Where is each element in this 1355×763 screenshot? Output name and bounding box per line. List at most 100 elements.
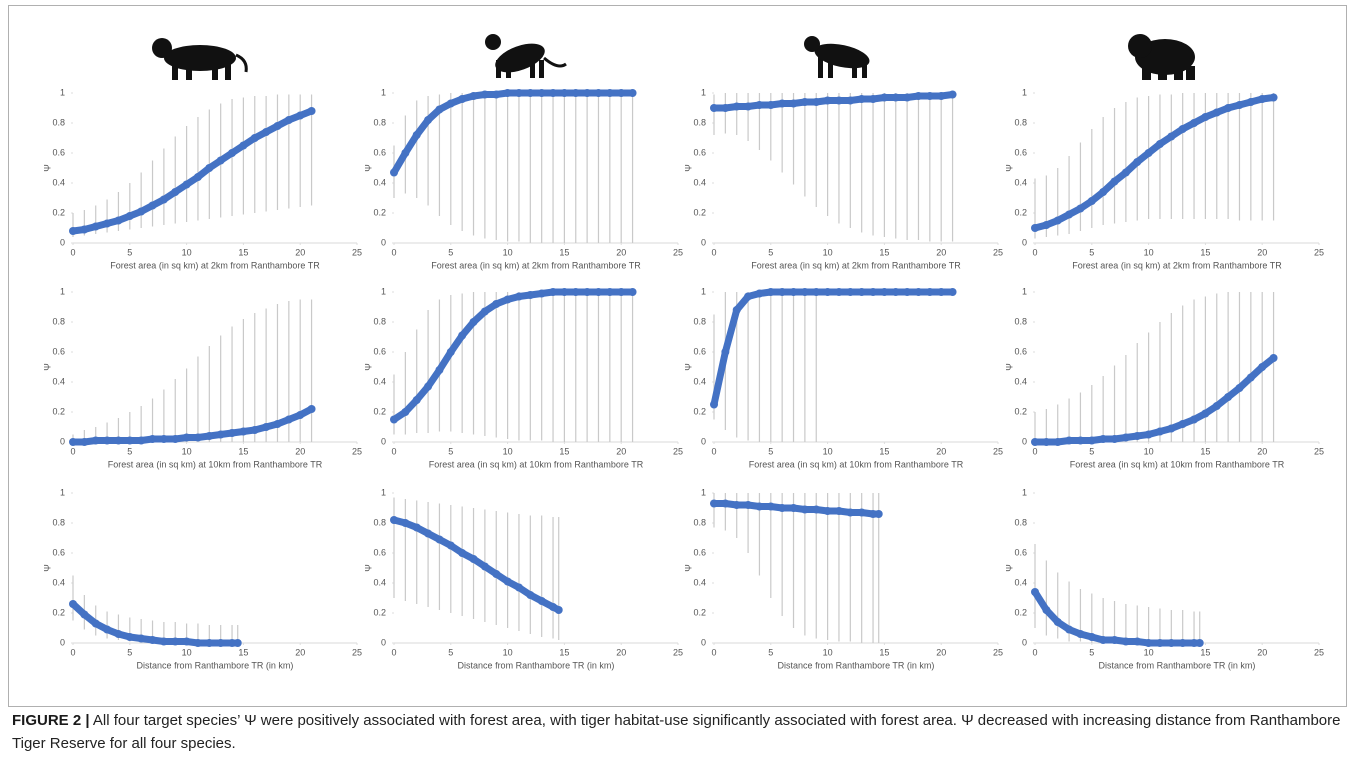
point <box>790 100 798 108</box>
y-tick-label: 0.6 <box>1014 147 1027 157</box>
point <box>733 501 741 509</box>
x-tick-label: 10 <box>503 446 513 456</box>
y-tick-label: 1 <box>60 487 65 497</box>
point <box>1190 119 1198 127</box>
point <box>504 89 512 97</box>
y-tick-label: 1 <box>1022 286 1027 296</box>
x-tick-label: 20 <box>616 247 626 257</box>
point <box>1179 420 1187 428</box>
point <box>515 89 523 97</box>
point <box>869 288 877 296</box>
point <box>1122 638 1130 646</box>
trend-line <box>1035 98 1274 229</box>
point <box>1133 638 1141 646</box>
x-tick-label: 15 <box>238 647 248 657</box>
point <box>594 288 602 296</box>
x-tick-label: 25 <box>1314 446 1324 456</box>
point <box>401 149 409 157</box>
point <box>710 500 718 508</box>
y-axis-title: Ψ <box>683 564 693 572</box>
point <box>1133 158 1141 166</box>
point <box>594 89 602 97</box>
point <box>937 288 945 296</box>
point <box>308 107 316 115</box>
point <box>937 92 945 100</box>
x-axis-title: Distance from Ranthambore TR (in km) <box>1099 660 1256 670</box>
x-axis-title: Forest area (in sq km) at 2km from Ranth… <box>110 260 320 270</box>
y-tick-label: 0 <box>1022 237 1027 247</box>
y-tick-label: 0 <box>60 237 65 247</box>
point <box>1042 221 1050 229</box>
x-axis-title: Forest area (in sq km) at 2km from Ranth… <box>751 260 961 270</box>
point <box>824 97 832 105</box>
point <box>560 288 568 296</box>
x-tick-label: 10 <box>503 247 513 257</box>
point <box>69 600 77 608</box>
point <box>481 91 489 99</box>
x-tick-label: 5 <box>1089 446 1094 456</box>
point <box>721 500 729 508</box>
x-tick-label: 10 <box>1144 247 1154 257</box>
y-tick-label: 0.4 <box>693 577 706 587</box>
y-axis-title: Ψ <box>42 564 52 572</box>
point <box>470 92 478 100</box>
point <box>285 416 293 424</box>
x-tick-label: 15 <box>559 247 569 257</box>
point <box>435 106 443 114</box>
y-tick-label: 0.8 <box>1014 117 1027 127</box>
point <box>744 501 752 509</box>
point <box>1179 125 1187 133</box>
x-tick-label: 10 <box>182 247 192 257</box>
x-axis-title: Forest area (in sq km) at 2km from Ranth… <box>431 260 641 270</box>
y-tick-label: 0.2 <box>52 607 65 617</box>
y-tick-label: 0.8 <box>693 517 706 527</box>
point <box>1076 437 1084 445</box>
point <box>239 142 247 150</box>
point <box>767 288 775 296</box>
point <box>234 639 242 647</box>
y-tick-label: 0 <box>381 436 386 446</box>
point <box>892 94 900 102</box>
bear-icon <box>1128 34 1195 80</box>
point <box>69 438 77 446</box>
point <box>149 435 157 443</box>
point <box>755 290 763 298</box>
point <box>949 91 957 99</box>
caption: FIGURE 2 | All four target species’ Ψ we… <box>12 709 1342 755</box>
y-tick-label: 0.8 <box>52 316 65 326</box>
x-axis-title: Distance from Ranthambore TR (in km) <box>137 660 294 670</box>
y-tick-label: 0.6 <box>1014 547 1027 557</box>
y-tick-label: 0.4 <box>693 376 706 386</box>
point <box>194 434 202 442</box>
y-axis-title: Ψ <box>363 564 373 572</box>
trend-line <box>1035 592 1200 643</box>
y-tick-label: 0.8 <box>373 517 386 527</box>
point <box>160 196 168 204</box>
y-tick-label: 0.6 <box>1014 346 1027 356</box>
x-tick-label: 5 <box>448 247 453 257</box>
point <box>572 89 580 97</box>
point <box>880 288 888 296</box>
point <box>778 100 786 108</box>
point <box>273 122 281 130</box>
point <box>949 288 957 296</box>
point <box>869 95 877 103</box>
point <box>228 149 236 157</box>
x-tick-label: 25 <box>352 647 362 657</box>
x-tick-label: 0 <box>70 647 75 657</box>
x-tick-label: 20 <box>295 247 305 257</box>
point <box>1201 113 1209 121</box>
point <box>194 639 202 647</box>
point <box>846 288 854 296</box>
point <box>767 503 775 511</box>
y-tick-label: 1 <box>701 487 706 497</box>
x-tick-label: 25 <box>993 647 1003 657</box>
x-axis-title: Forest area (in sq km) at 10km from Rant… <box>429 459 644 469</box>
x-tick-label: 0 <box>711 446 716 456</box>
point <box>504 296 512 304</box>
x-tick-label: 5 <box>768 647 773 657</box>
point <box>1099 636 1107 644</box>
y-axis-title: Ψ <box>42 164 52 172</box>
x-tick-label: 0 <box>70 446 75 456</box>
point <box>1167 133 1175 141</box>
